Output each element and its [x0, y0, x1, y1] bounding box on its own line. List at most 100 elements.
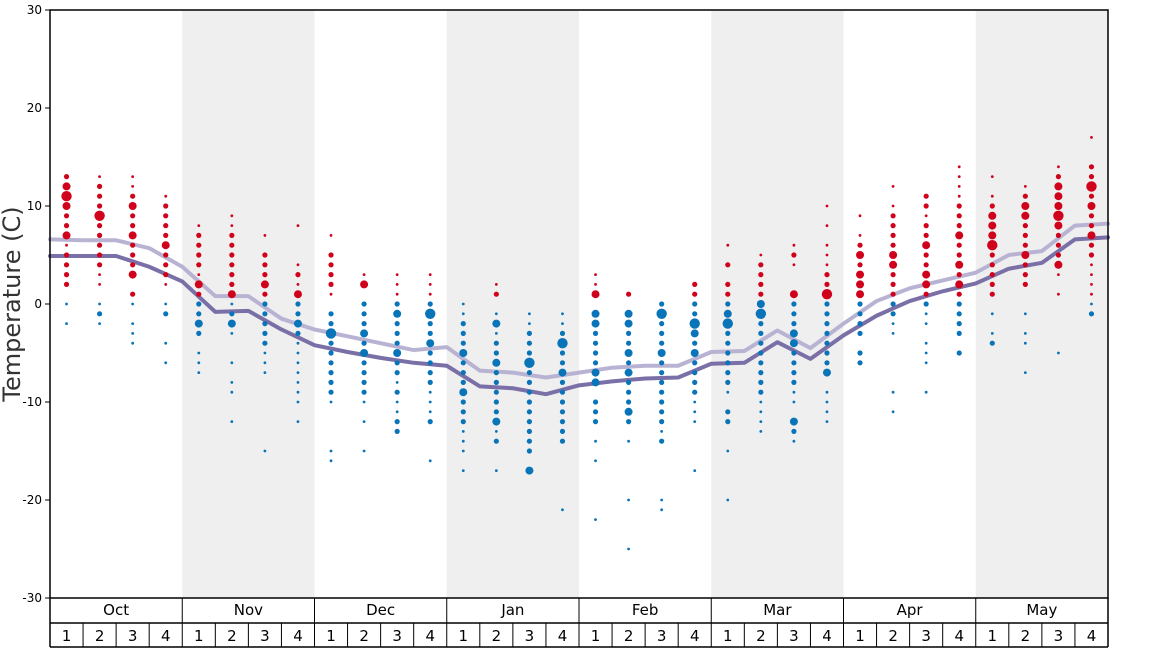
data-point [263, 351, 267, 355]
data-point [890, 291, 896, 297]
month-label-may: May [1026, 601, 1057, 619]
data-point [227, 290, 236, 299]
data-point [1023, 185, 1027, 188]
month-label-feb: Feb [632, 601, 659, 619]
data-point [131, 175, 135, 179]
data-point [128, 270, 137, 279]
data-point [791, 301, 797, 307]
y-tick-label: -10 [22, 395, 42, 409]
data-point [96, 232, 103, 238]
data-point [726, 243, 730, 247]
data-point [891, 410, 895, 414]
data-point [592, 399, 599, 405]
data-point [923, 291, 929, 297]
data-point [825, 243, 829, 247]
data-point [362, 449, 366, 453]
month-label-jan: Jan [500, 601, 524, 619]
data-point [1053, 210, 1064, 221]
data-point [296, 361, 300, 365]
data-point [65, 243, 68, 247]
data-point [789, 329, 798, 338]
data-point [890, 213, 896, 219]
data-point [393, 309, 402, 318]
data-point [262, 321, 268, 327]
data-point [98, 302, 101, 306]
data-point [493, 379, 499, 385]
data-point [1022, 242, 1028, 248]
data-point [96, 203, 103, 209]
data-point [890, 272, 896, 278]
data-point [559, 360, 566, 366]
data-point [824, 311, 830, 317]
data-point [792, 439, 796, 443]
data-point [229, 281, 235, 287]
data-point [361, 340, 367, 346]
data-point [592, 330, 599, 336]
data-point [426, 339, 435, 348]
data-point [924, 351, 928, 355]
data-point [789, 339, 798, 348]
data-point [558, 368, 567, 377]
data-point [858, 234, 862, 237]
data-point [891, 332, 895, 335]
data-point [395, 410, 399, 414]
data-point [96, 223, 103, 229]
data-point [260, 280, 269, 289]
data-point [693, 420, 697, 423]
data-point [924, 322, 928, 325]
data-point [427, 321, 433, 327]
data-point [956, 242, 962, 248]
data-point [924, 214, 928, 218]
data-point [625, 419, 632, 425]
data-point [296, 263, 300, 267]
data-point [791, 321, 797, 327]
data-point [1088, 174, 1095, 180]
data-point [759, 420, 763, 423]
data-point [461, 430, 465, 433]
data-point [1021, 202, 1030, 210]
data-point [957, 194, 961, 198]
data-point [526, 419, 533, 425]
data-point [559, 350, 566, 356]
data-point [524, 357, 535, 368]
data-point [163, 311, 169, 317]
data-point [131, 341, 135, 345]
data-point [825, 390, 829, 394]
data-point [229, 272, 235, 278]
week-label: 3 [789, 627, 799, 645]
data-point [128, 231, 137, 240]
data-point [692, 281, 698, 287]
data-point [625, 379, 632, 385]
data-point [526, 399, 533, 405]
data-point [65, 322, 68, 325]
data-point [758, 350, 764, 356]
data-point [559, 379, 566, 385]
data-point [923, 301, 929, 307]
data-point [98, 322, 101, 325]
data-point [890, 223, 896, 229]
data-point [789, 290, 798, 299]
data-point [1054, 221, 1063, 230]
data-point [262, 272, 268, 278]
data-point [1088, 193, 1095, 199]
data-point [262, 291, 268, 297]
data-point [96, 242, 103, 248]
data-point [1022, 281, 1028, 287]
week-label: 4 [425, 627, 435, 645]
data-point [1086, 181, 1097, 192]
data-point [229, 262, 235, 268]
data-point [362, 400, 366, 404]
data-point [890, 301, 896, 307]
data-point [361, 311, 367, 317]
data-point [758, 389, 764, 395]
data-point [230, 390, 234, 394]
data-point [723, 309, 732, 318]
data-point [461, 449, 465, 453]
data-point [328, 370, 334, 376]
data-point [624, 407, 633, 416]
data-point [262, 262, 268, 268]
data-point [725, 379, 731, 385]
data-point [1057, 273, 1060, 276]
data-point [163, 223, 169, 229]
data-point [130, 291, 136, 297]
